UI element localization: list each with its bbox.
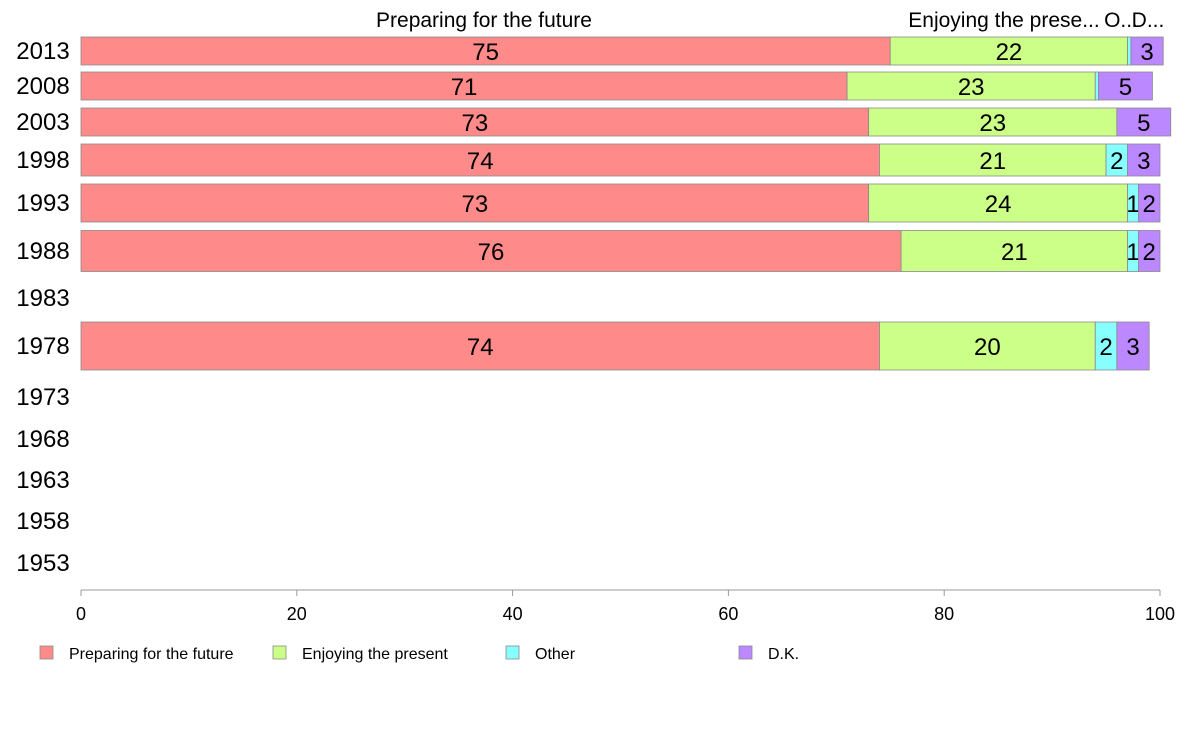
data-label-enjoying-the-present-1993: 24 bbox=[985, 191, 1012, 218]
year-label-1983: 1983 bbox=[16, 285, 69, 312]
year-label-1993: 1993 bbox=[16, 190, 69, 217]
bar-d-k-2013 bbox=[1130, 36, 1164, 66]
x-tick-label-60: 60 bbox=[718, 604, 738, 624]
year-label-1988: 1988 bbox=[16, 238, 69, 265]
bar-enjoying-the-present-2013 bbox=[889, 36, 1129, 66]
year-labels: 2013 2008 2003 1998 1993 1988 1983 1978 1973 1968… bbox=[16, 38, 69, 577]
data-label-enjoying-the-present-2003: 23 bbox=[979, 110, 1006, 137]
column-header-d-k: D... bbox=[1132, 9, 1165, 32]
data-label-enjoying-the-present-2008: 23 bbox=[958, 74, 985, 101]
data-label-preparing-for-the-future-1998: 74 bbox=[467, 148, 494, 175]
data-label-preparing-for-the-future-1993: 73 bbox=[461, 191, 488, 218]
x-axis: 0 20 40 60 80 100 bbox=[76, 589, 1175, 624]
column-header-enjoying-the-present: Enjoying the prese... bbox=[908, 9, 1099, 32]
data-label-d-k-2003: 5 bbox=[1137, 110, 1150, 137]
column-headers: Preparing for the future Enjoying the pre… bbox=[376, 9, 1164, 32]
year-label-1978: 1978 bbox=[16, 333, 69, 360]
bar-preparing-for-the-future-1988 bbox=[80, 230, 902, 272]
x-tick-label-100: 100 bbox=[1145, 604, 1175, 624]
data-label-d-k-1978: 3 bbox=[1126, 334, 1139, 361]
year-label-1963: 1963 bbox=[16, 467, 69, 494]
bar-other-2013 bbox=[1127, 36, 1132, 66]
bar-d-k-1978 bbox=[1116, 321, 1150, 371]
data-label-enjoying-the-present-1988: 21 bbox=[1001, 239, 1028, 266]
bar-other-2008 bbox=[1094, 71, 1099, 101]
legend-label-preparing-for-the-future: Preparing for the future bbox=[69, 646, 234, 663]
data-label-preparing-for-the-future-2003: 73 bbox=[461, 110, 488, 137]
data-label-enjoying-the-present-1998: 21 bbox=[979, 148, 1006, 175]
data-label-enjoying-the-present-1978: 20 bbox=[974, 334, 1001, 361]
x-tick-label-80: 80 bbox=[934, 604, 954, 624]
legend-swatch-other bbox=[505, 645, 520, 660]
data-label-other-1978: 2 bbox=[1099, 334, 1112, 361]
bars: 75 22 371 23 573 23 574 21 2 373 24 1 276 21 1 274 20 2 3 bbox=[80, 36, 1172, 371]
column-header-other: O... bbox=[1104, 9, 1138, 32]
data-label-d-k-2008: 5 bbox=[1119, 74, 1132, 101]
bar-d-k-2008 bbox=[1098, 71, 1153, 101]
x-tick-label-20: 20 bbox=[287, 604, 307, 624]
data-label-d-k-1988: 2 bbox=[1143, 239, 1156, 266]
bar-enjoying-the-present-1998 bbox=[879, 143, 1107, 177]
bar-d-k-2003 bbox=[1116, 107, 1172, 137]
year-label-1953: 1953 bbox=[16, 550, 69, 577]
bar-enjoying-the-present-1988 bbox=[900, 230, 1129, 272]
year-label-1998: 1998 bbox=[16, 147, 69, 174]
year-label-2003: 2003 bbox=[16, 109, 69, 136]
bar-d-k-1998 bbox=[1127, 143, 1161, 177]
data-label-d-k-1993: 2 bbox=[1143, 191, 1156, 218]
bar-preparing-for-the-future-1978 bbox=[80, 321, 880, 371]
x-tick-label-40: 40 bbox=[503, 604, 523, 624]
bar-preparing-for-the-future-1998 bbox=[80, 143, 880, 177]
bar-d-k-1993 bbox=[1138, 183, 1161, 223]
year-label-1958: 1958 bbox=[16, 508, 69, 535]
legend-label-d-k: D.K. bbox=[768, 646, 799, 663]
year-label-1973: 1973 bbox=[16, 384, 69, 411]
data-label-other-1998: 2 bbox=[1110, 148, 1123, 175]
bar-enjoying-the-present-1993 bbox=[868, 183, 1129, 223]
legend-label-other: Other bbox=[535, 646, 576, 663]
bar-enjoying-the-present-2008 bbox=[846, 71, 1096, 101]
data-label-preparing-for-the-future-2008: 71 bbox=[451, 74, 478, 101]
year-label-1968: 1968 bbox=[16, 426, 69, 453]
bar-enjoying-the-present-1978 bbox=[879, 321, 1096, 371]
bar-enjoying-the-present-2003 bbox=[868, 107, 1118, 137]
data-label-preparing-for-the-future-2013: 75 bbox=[472, 39, 499, 66]
data-label-d-k-1998: 3 bbox=[1137, 148, 1150, 175]
x-tick-label-0: 0 bbox=[76, 604, 86, 624]
bar-d-k-1988 bbox=[1138, 230, 1161, 272]
data-label-other-1993: 1 bbox=[1126, 191, 1139, 218]
data-label-preparing-for-the-future-1988: 76 bbox=[478, 239, 505, 266]
legend-swatch-preparing-for-the-future bbox=[39, 645, 54, 660]
year-label-2013: 2013 bbox=[16, 38, 69, 65]
legend: Preparing for the future Enjoying the pre… bbox=[39, 645, 799, 663]
legend-swatch-d-k bbox=[738, 645, 753, 660]
legend-label-enjoying-the-present: Enjoying the present bbox=[302, 646, 448, 663]
data-label-enjoying-the-present-2013: 22 bbox=[996, 39, 1023, 66]
year-label-2008: 2008 bbox=[16, 73, 69, 100]
data-label-preparing-for-the-future-1978: 74 bbox=[467, 334, 494, 361]
data-label-other-1988: 1 bbox=[1126, 239, 1139, 266]
legend-swatch-enjoying-the-present bbox=[272, 645, 287, 660]
column-header-preparing-for-the-future: Preparing for the future bbox=[376, 9, 592, 32]
data-label-d-k-2013: 3 bbox=[1140, 39, 1153, 66]
bar-preparing-for-the-future-2003 bbox=[80, 107, 870, 137]
